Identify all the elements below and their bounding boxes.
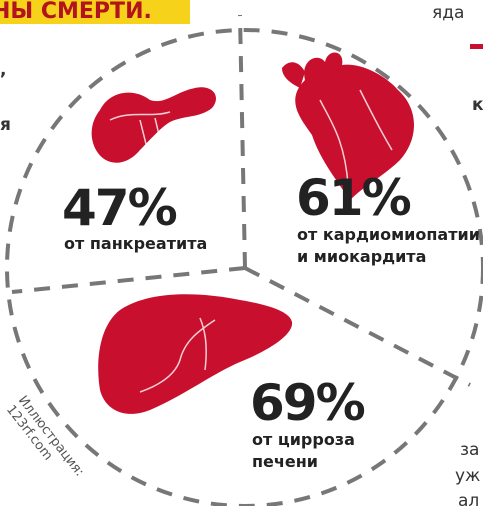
credit: Иллюстрация: 123rf.com [3, 393, 87, 488]
divider [240, 15, 245, 268]
banner-text: НЫ СМЕРТИ. [0, 0, 152, 24]
fragment: за [460, 440, 479, 460]
percent: 69% [250, 374, 365, 432]
segment-label: печени [252, 452, 318, 471]
fragment: я [0, 115, 11, 135]
pancreas-icon [92, 87, 216, 163]
percent: 61% [296, 169, 411, 227]
fragment: яда [432, 3, 464, 23]
fragment: ал [458, 491, 479, 506]
infographic: НЫ СМЕРТИ. , я яда к за уж ал 47%от панк… [0, 0, 483, 506]
percent: 47% [62, 179, 177, 237]
segment-label: от панкреатита [64, 234, 207, 253]
fragment: к [472, 95, 483, 115]
red-dash [470, 44, 483, 49]
divider [12, 268, 245, 292]
segment-label: и миокардита [297, 247, 426, 266]
segment-label: от цирроза [252, 430, 355, 449]
segment-label: от кардиомиопатии [297, 225, 480, 244]
fragment: , [0, 60, 6, 80]
fragment: уж [455, 466, 480, 486]
